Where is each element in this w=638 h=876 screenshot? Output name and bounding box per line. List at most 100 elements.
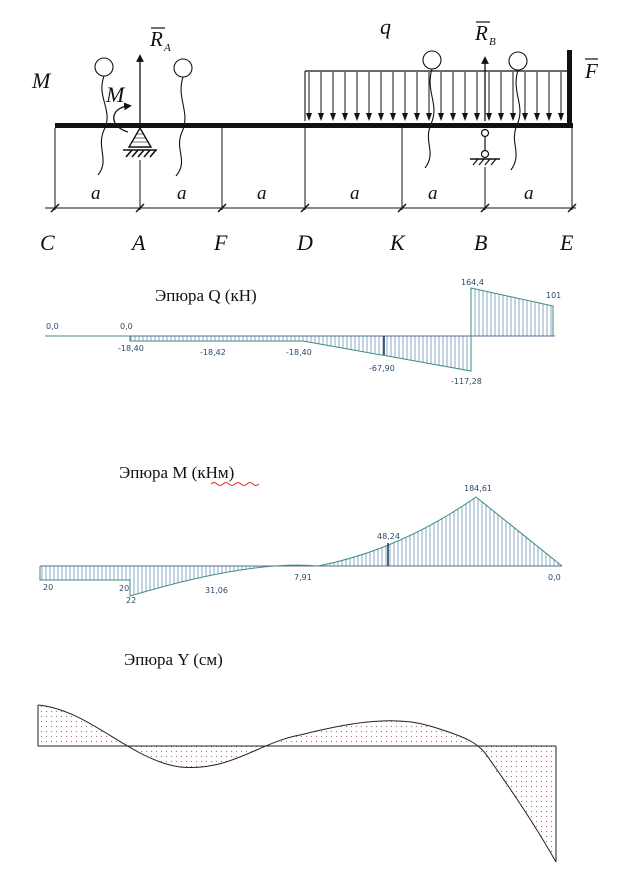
segment-label-kb: a [428,183,438,204]
force-label: F [584,59,598,83]
shear-label-b-left: -117,28 [451,377,482,386]
shear-label-e: 101 [546,291,561,300]
load-arrow [402,72,408,121]
dimension-tick [567,203,577,213]
point-label-c: C [40,230,55,255]
dimension-tick [300,203,310,213]
load-arrow [558,72,564,121]
moment-label-e: 0,0 [548,573,561,582]
load-arrow [330,72,336,121]
reaction-a-sub: A [163,42,171,54]
load-arrow [438,72,444,121]
segment-label-af: a [177,183,187,204]
shear-label-f: -18,42 [200,348,226,357]
segment-labels: a a a a a a [91,183,534,204]
moment-hatch [41,498,559,595]
point-label-d: D [296,230,313,255]
spellcheck-underline [210,482,260,486]
moment-label-b: 184,61 [464,484,492,493]
segment-label-ca: a [91,183,101,204]
load-arrow [354,72,360,121]
moment-label-a: 20 [119,584,129,593]
segment-label-dk: a [350,183,360,204]
load-arrow [342,72,348,121]
moment-title-close: ) [229,463,235,482]
moment-diagram: Эпюра М (кНм) 20 20 22 31,06 7,91 48,24 … [39,463,563,605]
reaction-b: R B [474,21,496,121]
deflection-diagram: Эпюра Y (см) [37,650,557,863]
load-arrow [510,72,516,121]
shear-label-d: -18,40 [286,348,312,357]
beam [55,123,573,128]
dimension-tick [397,203,407,213]
point-label-a: A [130,230,146,255]
deflection-curve [37,704,557,863]
shear-outline [45,287,554,372]
point-label-e: E [559,230,574,255]
support-b [470,128,500,166]
reaction-b-symbol: R [474,21,488,45]
force-f: F [567,50,598,125]
load-arrow [522,72,528,121]
shear-diagram: Эпюра Q (кН) 0,0 0,0 -18,40 -18,42 -18,4… [45,278,561,386]
moment-label: M [105,82,126,107]
dimension-tick [50,203,60,213]
reaction-a: R A [136,27,171,128]
load-arrow [318,72,324,121]
load-arrow [486,72,492,121]
load-label: q [380,14,391,39]
applied-moment: M M [31,68,132,133]
reaction-a-symbol: R [149,27,163,51]
load-arrow [378,72,384,121]
decorative-figures [94,50,528,177]
moment-label-d: 7,91 [294,573,312,582]
moment-left-label: M [31,68,52,93]
shear-label-k: -67,90 [369,364,395,373]
point-labels: C A F D K B E [40,230,574,255]
load-arrow [366,72,372,121]
distributed-load: q [304,14,568,121]
load-arrow [306,72,312,121]
moment-outline [39,496,563,597]
segment-label-fd: a [257,183,267,204]
shear-label-a: 0,0 [120,322,133,331]
deflection-title: Эпюра Y (см) [124,650,223,669]
dimension-tick [480,203,490,213]
moment-label-f: 31,06 [205,586,228,595]
load-arrow [498,72,504,121]
shear-title: Эпюра Q (кН) [155,286,257,305]
reaction-b-sub: B [489,36,496,48]
moment-label-a-right: 22 [126,596,136,605]
load-arrow [450,72,456,121]
point-label-b: B [474,230,487,255]
load-arrow [546,72,552,121]
point-label-k: K [389,230,406,255]
point-label-f: F [213,230,228,255]
dimension-ticks [50,203,577,213]
load-arrow [474,72,480,121]
moment-label-c: 20 [43,583,53,592]
shear-hatch [130,288,552,371]
load-arrow [462,72,468,121]
load-arrow [390,72,396,121]
support-a [123,126,157,158]
dimension-tick [135,203,145,213]
load-arrow [426,72,432,121]
moment-title: Эпюра М (кНм) [119,463,234,482]
beam-scheme: q F R A R B [31,14,598,255]
segment-label-be: a [524,183,534,204]
moment-title-unit: кНм [197,463,229,482]
segment-dividers [54,128,573,210]
shear-labels: 0,0 0,0 -18,40 -18,42 -18,40 -67,90 -117… [46,278,561,386]
moment-labels: 20 20 22 31,06 7,91 48,24 184,61 0,0 [43,484,561,605]
dimension-tick [217,203,227,213]
shear-label-c: 0,0 [46,322,59,331]
load-arrow [534,72,540,121]
shear-label-a-right: -18,40 [118,344,144,353]
moment-title-main: Эпюра М ( [119,463,198,482]
moment-label-k: 48,24 [377,532,400,541]
load-arrow [414,72,420,121]
deflection-fill [38,705,556,862]
shear-label-b-right: 164,4 [461,278,484,287]
